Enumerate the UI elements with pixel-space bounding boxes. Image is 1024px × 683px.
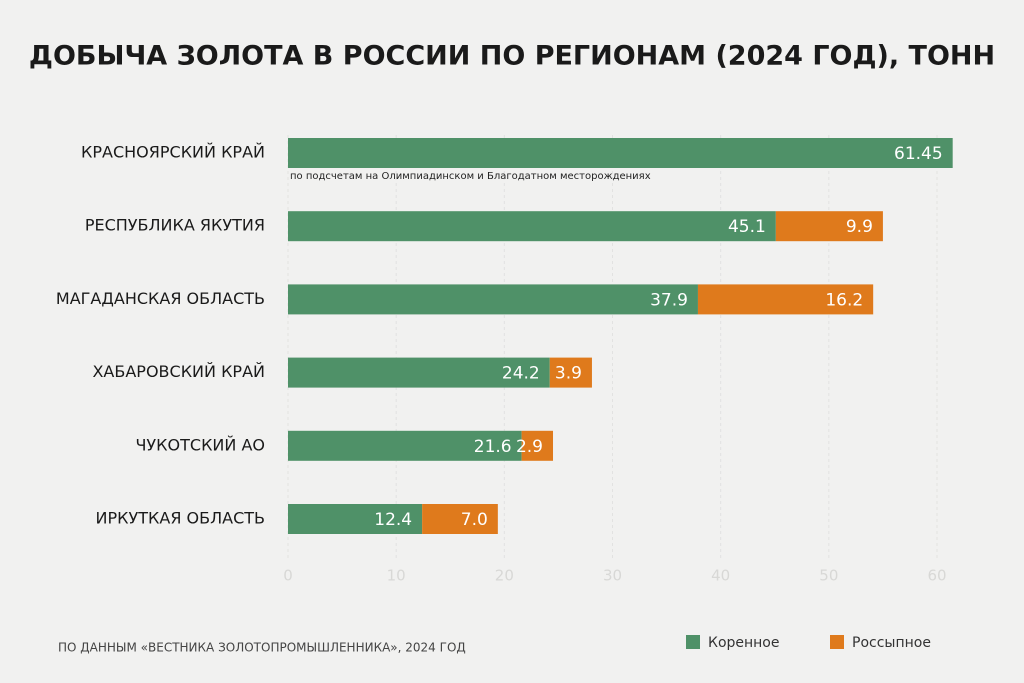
x-tick-label: 40 bbox=[711, 567, 730, 585]
value-label: 16.2 bbox=[825, 290, 863, 310]
bar-segment bbox=[288, 357, 550, 388]
value-label: 45.1 bbox=[728, 217, 766, 237]
legend-label: Россыпное bbox=[852, 635, 931, 651]
source-note: ПО ДАННЫМ «ВЕСТНИКА ЗОЛОТОПРОМЫШЛЕННИКА»… bbox=[58, 641, 466, 655]
category-label: ЧУКОТСКИЙ АО bbox=[135, 435, 265, 454]
bar-segment bbox=[521, 430, 554, 461]
bar-segment bbox=[697, 284, 874, 315]
value-label: 37.9 bbox=[650, 290, 688, 310]
category-label: ХАБАРОВСКИЙ КРАЙ bbox=[92, 362, 265, 381]
value-label: 12.4 bbox=[374, 510, 412, 530]
bar-segment bbox=[288, 211, 776, 242]
annotation: по подсчетам на Олимпиадинском и Благода… bbox=[290, 171, 651, 182]
x-tick-label: 0 bbox=[283, 567, 293, 585]
value-label: 3.9 bbox=[555, 364, 582, 384]
legend-label: Коренное bbox=[708, 635, 780, 651]
bar-segment bbox=[288, 430, 522, 461]
x-tick-label: 10 bbox=[387, 567, 406, 585]
bar-segment bbox=[288, 504, 423, 534]
legend-swatch bbox=[830, 635, 844, 649]
bar-segment bbox=[288, 138, 953, 168]
value-label: 9.9 bbox=[846, 217, 873, 237]
value-label: 2.9 bbox=[516, 437, 543, 457]
value-label: 7.0 bbox=[461, 510, 488, 530]
x-tick-label: 60 bbox=[927, 567, 946, 585]
category-label: КРАСНОЯРСКИЙ КРАЙ bbox=[81, 143, 265, 162]
bar-segment bbox=[288, 284, 698, 315]
legend-swatch bbox=[686, 635, 700, 649]
x-tick-label: 30 bbox=[603, 567, 622, 585]
bar-segment bbox=[775, 211, 883, 242]
bar-segment bbox=[549, 357, 592, 388]
value-label: 21.6 bbox=[474, 437, 512, 457]
value-label: 61.45 bbox=[894, 144, 943, 164]
category-label: ИРКУТКАЯ ОБЛАСТЬ bbox=[96, 509, 265, 528]
chart-title: ДОБЫЧА ЗОЛОТА В РОССИИ ПО РЕГИОНАМ (2024… bbox=[29, 41, 995, 72]
x-tick-label: 20 bbox=[495, 567, 514, 585]
x-tick-label: 50 bbox=[819, 567, 838, 585]
bar-segment bbox=[422, 504, 498, 534]
category-label: МАГАДАНСКАЯ ОБЛАСТЬ bbox=[56, 289, 265, 308]
category-label: РЕСПУБЛИКА ЯКУТИЯ bbox=[85, 216, 265, 235]
value-label: 24.2 bbox=[502, 364, 540, 384]
